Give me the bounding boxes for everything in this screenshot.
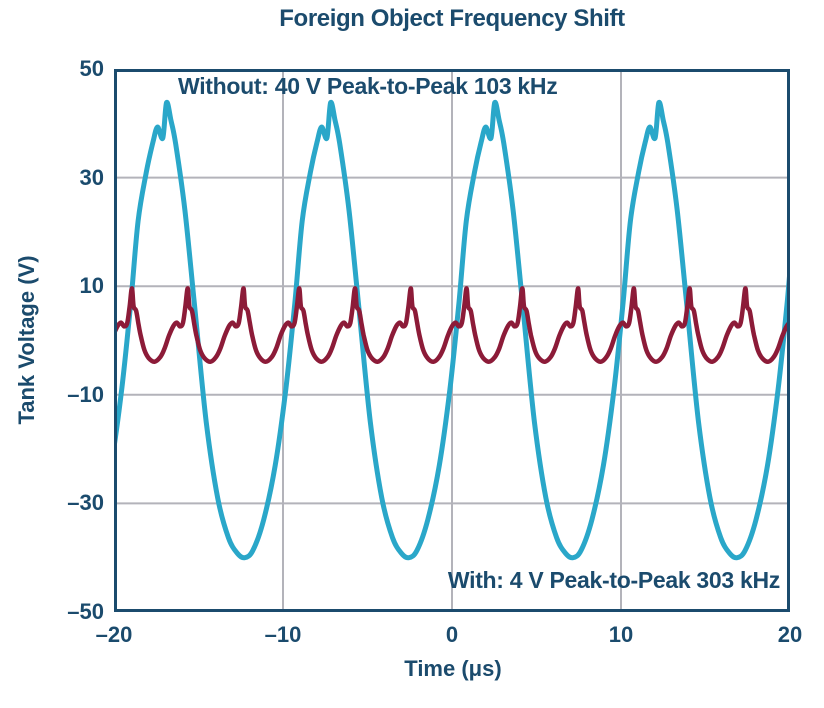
waveform-with (114, 286, 790, 364)
chart-title: Foreign Object Frequency Shift (279, 5, 625, 32)
x-tick-label: 20 (777, 622, 803, 647)
x-tick-label: –20 (95, 622, 133, 647)
y-tick-label: –50 (67, 599, 104, 624)
plot-border (114, 69, 790, 612)
plot-area: Without: 40 V Peak-to-Peak 103 kHz With:… (114, 69, 790, 612)
x-axis-label: Time (μs) (404, 656, 502, 681)
annotation-without-object: Without: 40 V Peak-to-Peak 103 kHz (178, 73, 558, 99)
x-tick-label: 10 (608, 622, 634, 647)
x-tick-label: 0 (445, 622, 459, 647)
y-tick-label: 10 (79, 273, 104, 299)
y-axis-label: Tank Voltage (V) (14, 255, 39, 425)
x-tick-label: –10 (264, 622, 302, 647)
waveform-canvas (114, 69, 790, 612)
waveform-without (114, 99, 790, 561)
y-tick-label: –30 (67, 490, 104, 516)
y-tick-label: 30 (79, 164, 104, 190)
annotation-with-object: With: 4 V Peak-to-Peak 303 kHz (447, 567, 780, 593)
y-tick-label: 50 (79, 56, 104, 81)
y-tick-label: –10 (67, 381, 104, 407)
